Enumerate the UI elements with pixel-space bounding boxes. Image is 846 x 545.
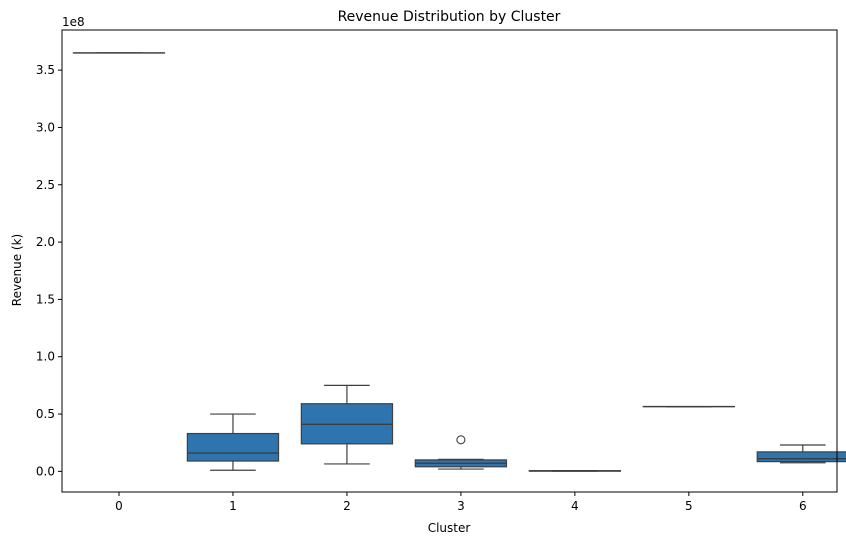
box-cluster-3	[414, 435, 508, 470]
outlier-point	[456, 435, 466, 445]
x-tick-label: 4	[571, 499, 579, 513]
x-tick-label: 0	[115, 499, 123, 513]
y-tick-label: 2.0	[36, 235, 55, 249]
y-tick-label: 3.0	[36, 120, 55, 134]
y-tick-label: 1.5	[36, 292, 55, 306]
y-tick-label: 0.5	[36, 407, 55, 421]
y-axis-offset-label: 1e8	[62, 15, 85, 29]
x-tick-label: 5	[685, 499, 693, 513]
box-cluster-1	[186, 413, 280, 471]
x-tick-label: 2	[343, 499, 351, 513]
x-tick-label: 6	[799, 499, 807, 513]
x-tick-label: 3	[457, 499, 465, 513]
plot-area: 0.0 0.5 1.0 1.5 2.0 2.5 3.0 3.5 0 1 2 3 4 5 6	[36, 29, 846, 513]
y-tick-label: 2.5	[36, 178, 55, 192]
x-axis-label: Cluster	[428, 521, 471, 535]
chart-title: Revenue Distribution by Cluster	[338, 9, 561, 25]
plot-frame	[61, 29, 838, 493]
iqr-box	[186, 432, 280, 462]
x-tick-label: 1	[229, 499, 237, 513]
y-tick-label: 0.0	[36, 464, 55, 478]
y-tick-label: 3.5	[36, 63, 55, 77]
iqr-box	[756, 451, 846, 463]
box-cluster-6	[756, 444, 846, 464]
y-tick-label: 1.0	[36, 350, 55, 364]
box-cluster-2	[300, 384, 394, 465]
y-axis-label: Revenue (k)	[10, 234, 24, 306]
